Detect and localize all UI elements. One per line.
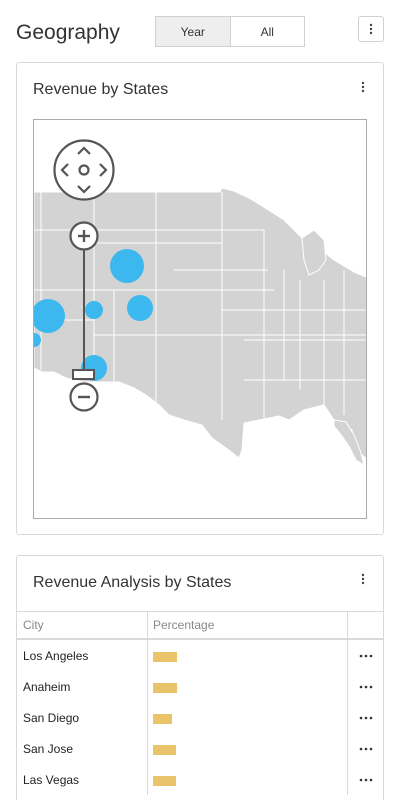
us-revenue-map[interactable] [33,119,367,519]
percentage-cell [148,640,348,671]
table-row[interactable]: San Jose [17,733,383,764]
state-borders [34,192,366,420]
revenue-bubble[interactable] [110,249,144,283]
percentage-bar [153,713,172,724]
row-actions-cell [348,764,383,795]
row-menu-button[interactable] [356,649,376,663]
percentage-cell [148,733,348,764]
revenue-by-states-card: Revenue by States [16,62,384,535]
more-horizontal-icon [359,685,372,688]
table-row[interactable]: San Diego [17,702,383,733]
column-header-city[interactable]: City [17,612,148,638]
row-menu-button[interactable] [356,711,376,725]
table-card-title: Revenue Analysis by States [33,574,232,591]
revenue-bubble[interactable] [34,299,65,333]
zoom-slider-handle[interactable] [72,369,95,380]
table-card-menu-button[interactable] [357,572,369,586]
map-card-title: Revenue by States [33,81,169,98]
period-all-button[interactable]: All [229,17,305,46]
revenue-bubbles [34,249,153,381]
zoom-out-icon[interactable] [69,382,99,412]
row-actions-cell [348,640,383,671]
table-row[interactable]: Las Vegas [17,764,383,795]
table-row[interactable]: Anaheim [17,671,383,702]
city-cell: San Diego [17,702,148,733]
percentage-cell [148,702,348,733]
percentage-bar [153,651,177,662]
page-title: Geography [16,21,120,44]
table-row[interactable]: Los Angeles [17,640,383,671]
revenue-bubble[interactable] [34,333,41,347]
more-horizontal-icon [359,778,372,781]
column-header-percentage[interactable]: Percentage [148,612,348,638]
row-actions-cell [348,702,383,733]
more-horizontal-icon [359,654,372,657]
percentage-bar [153,744,176,755]
more-horizontal-icon [359,747,372,750]
page-menu-button[interactable] [358,16,384,42]
zoom-in-icon[interactable] [69,221,99,251]
percentage-cell [148,671,348,702]
city-cell: Las Vegas [17,764,148,795]
revenue-table: City Percentage Los Angeles Anaheim San Di… [17,611,383,795]
row-menu-button[interactable] [356,680,376,694]
percentage-cell [148,764,348,795]
pan-control-icon[interactable] [53,139,115,201]
revenue-bubble[interactable] [85,301,103,319]
table-header: City Percentage [17,611,383,640]
period-toggle: Year All [155,16,305,47]
column-header-actions [348,612,383,638]
more-vertical-icon [361,573,365,585]
percentage-bar [153,775,176,786]
percentage-bar [153,682,177,693]
row-menu-button[interactable] [356,773,376,787]
row-actions-cell [348,671,383,702]
revenue-analysis-card: Revenue Analysis by States City Percenta… [16,555,384,800]
row-actions-cell [348,733,383,764]
more-vertical-icon [369,23,373,35]
row-menu-button[interactable] [356,742,376,756]
revenue-bubble[interactable] [127,295,153,321]
table-body: Los Angeles Anaheim San Diego San Jose Las V… [17,640,383,795]
period-year-button[interactable]: Year [156,17,230,46]
city-cell: San Jose [17,733,148,764]
city-cell: Anaheim [17,671,148,702]
more-horizontal-icon [359,716,372,719]
more-vertical-icon [361,81,365,93]
city-cell: Los Angeles [17,640,148,671]
map-card-menu-button[interactable] [357,80,369,94]
